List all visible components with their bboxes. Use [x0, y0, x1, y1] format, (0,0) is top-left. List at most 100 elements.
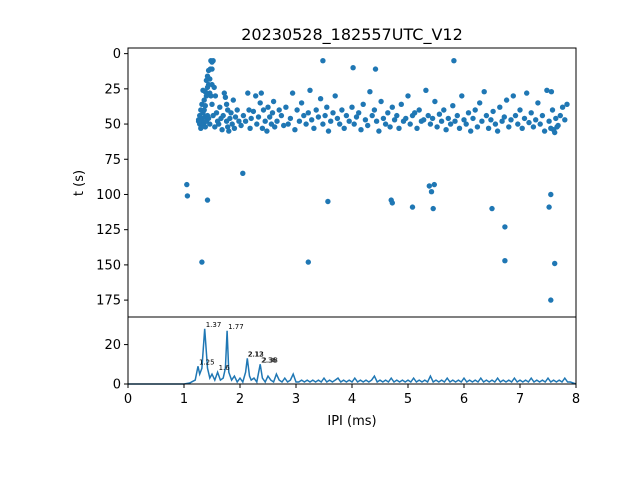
scatter-point [274, 118, 280, 124]
peak-label: 2.36 [261, 356, 277, 364]
scatter-point [387, 124, 393, 130]
scatter-point [294, 107, 300, 113]
scatter-point [423, 87, 429, 94]
scatter-point [553, 115, 559, 122]
scatter-point [205, 115, 212, 122]
scatter-point [502, 258, 508, 264]
scatter-point [371, 107, 378, 113]
scatter-point [559, 104, 566, 110]
histogram-plot: 1.37 1.77 1.25 1.6 2.122.132.362.38 0 20 0 1 2 3… [104, 316, 580, 429]
scatter-point [212, 93, 219, 99]
scatter-point [305, 259, 311, 265]
histogram-x-tick-label: 8 [572, 392, 580, 407]
scatter-point [240, 112, 247, 119]
scatter-point [456, 125, 463, 131]
scatter-point [465, 110, 472, 116]
scatter-point [324, 104, 330, 110]
scatter-point [332, 93, 338, 99]
scatter-point [245, 90, 251, 96]
scatter-point [350, 65, 356, 71]
scatter-point [247, 125, 253, 131]
scatter-point [307, 87, 313, 94]
scatter-point [552, 129, 558, 136]
scatter-point [562, 117, 568, 123]
scatter-point [360, 101, 366, 108]
scatter-point [483, 112, 490, 119]
scatter-point [546, 118, 552, 124]
scatter-point [199, 259, 205, 265]
scatter-point [248, 115, 254, 122]
scatter-point [526, 119, 532, 126]
scatter-point [320, 121, 326, 127]
scatter-point [223, 101, 230, 108]
histogram-line [128, 328, 577, 385]
scatter-y-tick-label: 175 [96, 294, 121, 309]
scatter-point [552, 260, 558, 267]
scatter-point [369, 112, 375, 119]
scatter-point [445, 115, 451, 122]
scatter-point [382, 121, 389, 127]
scatter-y-tick-label: 150 [96, 258, 121, 273]
scatter-point [276, 107, 282, 113]
scatter-point [508, 117, 514, 123]
histogram-x-axis-label: IPI (ms) [327, 414, 376, 429]
scatter-point [512, 112, 519, 119]
scatter-point [229, 121, 235, 127]
scatter-point [210, 58, 216, 64]
scatter-point [521, 115, 528, 122]
scatter-point [554, 124, 560, 130]
scatter-point [325, 198, 331, 205]
scatter-point [443, 127, 449, 133]
scatter-point [309, 117, 315, 123]
scatter-point [328, 118, 334, 124]
histogram-x-tick-label: 1 [180, 392, 188, 407]
scatter-point [421, 117, 427, 123]
scatter-point [517, 107, 523, 113]
scatter-point [203, 93, 210, 99]
scatter-point [524, 90, 530, 96]
scatter-point [220, 112, 226, 119]
scatter-point [217, 104, 223, 110]
scatter-point [425, 112, 431, 119]
scatter-point [341, 125, 347, 131]
scatter-point [441, 107, 447, 113]
scatter-point [432, 98, 438, 105]
scatter-point [301, 112, 307, 119]
scatter-point [544, 87, 550, 94]
scatter-point [262, 118, 268, 124]
scatter-point [367, 89, 373, 95]
scatter-point [376, 128, 382, 134]
scatter-point [405, 93, 411, 99]
scatter-point [207, 121, 213, 127]
scatter-point [212, 124, 218, 130]
scatter-point [264, 128, 270, 134]
scatter-point [373, 118, 380, 124]
scatter-point [337, 121, 343, 127]
scatter-point [431, 181, 437, 188]
scatter-point [283, 104, 289, 110]
scatter-point [204, 197, 211, 203]
histogram-x-tick-label: 2 [236, 392, 244, 407]
scatter-point [378, 98, 384, 105]
scatter-point [240, 170, 246, 176]
scatter-point [414, 125, 420, 131]
scatter-point [315, 114, 322, 120]
scatter-point [225, 124, 231, 130]
scatter-point [230, 97, 236, 103]
histogram-x-tick-label: 6 [460, 392, 468, 407]
scatter-point [287, 115, 294, 122]
histogram-x-axis: 0 1 2 3 4 5 6 7 8 [124, 384, 580, 407]
histogram-plot-frame [127, 316, 577, 385]
scatter-point [346, 118, 352, 124]
scatter-point [184, 193, 191, 199]
scatter-point [396, 125, 402, 131]
scatter-point [398, 101, 404, 108]
scatter-point [539, 112, 546, 119]
scatter-point [270, 98, 277, 105]
scatter-point [253, 93, 259, 99]
scatter-point [211, 84, 217, 91]
scatter-point [213, 110, 220, 116]
scatter-point [474, 124, 481, 130]
scatter-point [389, 104, 395, 110]
